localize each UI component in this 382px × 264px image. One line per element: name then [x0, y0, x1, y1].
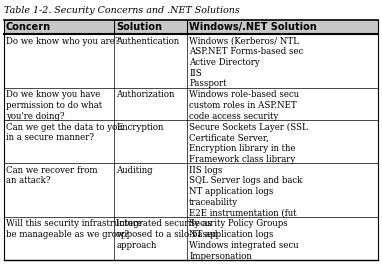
Text: Table 1-2. Security Concerns and .NET Solutions: Table 1-2. Security Concerns and .NET So… — [4, 6, 240, 15]
Text: Windows/.NET Solution: Windows/.NET Solution — [189, 22, 317, 32]
Text: Do we know who you are?: Do we know who you are? — [6, 36, 120, 45]
Text: Authorization: Authorization — [117, 90, 175, 99]
Text: Will this security infrastructure
be manageable as we grow?: Will this security infrastructure be man… — [6, 219, 142, 239]
Text: Solution: Solution — [117, 22, 162, 32]
Text: Encryption: Encryption — [117, 122, 164, 131]
Text: IIS logs
SQL Server logs and back
NT application logs
traceability
E2E instrumen: IIS logs SQL Server logs and back NT app… — [189, 166, 303, 218]
Text: Secure Sockets Layer (SSL
Certificate Server,
Encryption library in the
Framewor: Secure Sockets Layer (SSL Certificate Se… — [189, 122, 308, 164]
Text: Concern: Concern — [6, 22, 51, 32]
Text: Do we know you have
permission to do what
you're doing?: Do we know you have permission to do wha… — [6, 90, 102, 121]
Text: Can we get the data to you
in a secure manner?: Can we get the data to you in a secure m… — [6, 122, 123, 142]
Text: Windows role-based secu
custom roles in ASP.NET
code access security: Windows role-based secu custom roles in … — [189, 90, 299, 121]
Text: Integrated security as
opposed to a silo-based
approach: Integrated security as opposed to a silo… — [117, 219, 218, 250]
Text: Security Policy Groups
NT application logs
Windows integrated secu
Impersonation: Security Policy Groups NT application lo… — [189, 219, 299, 261]
Text: Can we recover from
an attack?: Can we recover from an attack? — [6, 166, 97, 185]
Text: Auditing: Auditing — [117, 166, 153, 175]
Text: Windows (Kerberos/ NTL
ASP.NET Forms-based sec
Active Directory
IIS
Passport: Windows (Kerberos/ NTL ASP.NET Forms-bas… — [189, 36, 304, 88]
Text: Authentication: Authentication — [117, 36, 180, 45]
Bar — [4, 20, 378, 34]
